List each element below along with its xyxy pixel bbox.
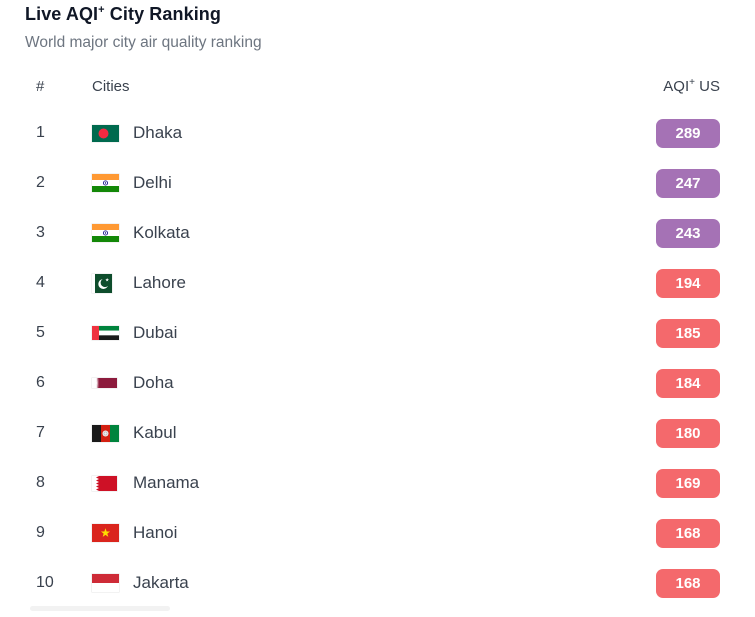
rank-cell: 4 xyxy=(36,274,45,291)
table-row[interactable]: 8 Manama 169 xyxy=(25,458,720,508)
city-name: Delhi xyxy=(133,173,172,192)
flag-afghanistan-icon xyxy=(92,424,133,442)
column-header-cities: Cities xyxy=(92,77,130,95)
aqi-badge: 289 xyxy=(656,118,720,148)
rank-cell: 3 xyxy=(36,224,45,241)
aqi-badge: 180 xyxy=(656,418,720,448)
table-row[interactable]: 5 Dubai 185 xyxy=(25,308,720,358)
aqi-badge: 168 xyxy=(656,568,720,598)
rank-cell: 7 xyxy=(36,424,45,441)
column-header-aqi-us: AQI+ US xyxy=(663,77,720,95)
flag-uae-icon xyxy=(92,326,133,340)
rank-cell: 10 xyxy=(36,574,54,591)
rank-cell: 5 xyxy=(36,324,45,341)
table-row[interactable]: 4 Lahore 194 xyxy=(25,258,720,308)
table-row[interactable]: 9 Hanoi 168 xyxy=(25,508,720,558)
column-header-rank: # xyxy=(36,77,45,95)
table-row[interactable]: 10 Jakarta 168 xyxy=(25,558,720,608)
city-name: Kolkata xyxy=(133,223,190,242)
aqi-badge: 243 xyxy=(656,218,720,248)
table-row[interactable]: 1 Dhaka 289 xyxy=(25,108,720,158)
aqi-badge: 185 xyxy=(656,318,720,348)
city-name: Lahore xyxy=(133,273,186,292)
table-row[interactable]: 7 Kabul 180 xyxy=(25,408,720,458)
city-name: Dhaka xyxy=(133,123,183,142)
city-name: Manama xyxy=(133,473,200,492)
flag-indonesia-icon xyxy=(92,574,133,592)
city-name: Dubai xyxy=(133,323,178,342)
page-subtitle: World major city air quality ranking xyxy=(25,34,262,51)
table-row[interactable]: 3 Kolkata 243 xyxy=(25,208,720,258)
city-name: Hanoi xyxy=(133,523,178,542)
aqi-badge: 194 xyxy=(656,268,720,298)
flag-bangladesh-icon xyxy=(92,124,133,142)
horizontal-scrollbar-thumb[interactable] xyxy=(30,606,170,611)
table-header: # Cities AQI+ US xyxy=(25,77,720,95)
page-title: Live AQI+ City Ranking xyxy=(25,4,222,24)
rank-cell: 1 xyxy=(36,124,45,141)
rank-cell: 9 xyxy=(36,524,45,541)
aqi-badge: 168 xyxy=(656,518,720,548)
aqi-superscript-plus: + xyxy=(689,77,695,88)
flag-india-icon xyxy=(92,224,133,242)
ranking-table: 1 Dhaka 289 2 Delhi 247 3 Kolkata 243 4 xyxy=(25,108,720,608)
city-name: Doha xyxy=(133,373,174,392)
flag-vietnam-icon xyxy=(92,524,133,542)
rank-cell: 8 xyxy=(36,474,45,491)
aqi-badge: 247 xyxy=(656,168,720,198)
flag-qatar-icon xyxy=(92,378,133,388)
flag-pakistan-icon xyxy=(92,273,133,293)
table-row[interactable]: 2 Delhi 247 xyxy=(25,158,720,208)
title-superscript-plus: + xyxy=(98,4,105,16)
rank-cell: 2 xyxy=(36,174,45,191)
flag-india-icon xyxy=(92,174,133,192)
aqi-badge: 169 xyxy=(656,468,720,498)
rank-cell: 6 xyxy=(36,374,45,391)
aqi-badge: 184 xyxy=(656,368,720,398)
city-name: Kabul xyxy=(133,423,177,442)
flag-bahrain-icon xyxy=(92,475,133,491)
table-row[interactable]: 6 Doha 184 xyxy=(25,358,720,408)
city-name: Jakarta xyxy=(133,573,189,592)
